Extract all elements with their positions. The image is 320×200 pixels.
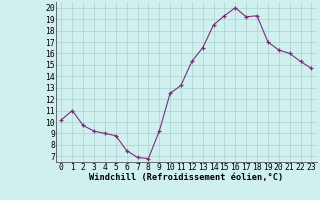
X-axis label: Windchill (Refroidissement éolien,°C): Windchill (Refroidissement éolien,°C) bbox=[89, 173, 284, 182]
